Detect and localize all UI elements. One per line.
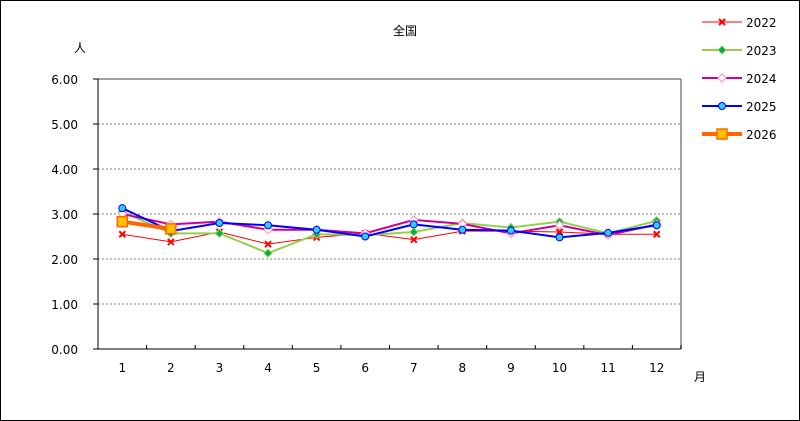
y-tick-label: 2.00 [51, 253, 78, 267]
gridlines [97, 78, 682, 350]
series-lines [116, 204, 662, 258]
x-axis-ticks: 1 2 3 4 5 6 7 8 9 10 11 12 [97, 345, 682, 375]
x-tick-label: 2 [167, 361, 175, 375]
y-axis-ticks: 0.00 1.00 2.00 3.00 4.00 5.00 6.00 [51, 73, 98, 357]
x-tick-label: 6 [361, 361, 369, 375]
x-tick-label: 1 [118, 361, 126, 375]
series-2026 [116, 215, 177, 235]
x-tick-label: 10 [552, 361, 567, 375]
legend-item-2025: 2025 [702, 100, 777, 114]
legend-item-2023: 2023 [702, 44, 777, 58]
x-tick-label: 4 [264, 361, 272, 375]
legend-label: 2023 [746, 44, 777, 58]
x-axis-unit: 月 [694, 370, 706, 384]
legend: 2022 2023 2024 2025 2026 [702, 16, 777, 142]
x-tick-label: 11 [600, 361, 615, 375]
series-2025 [118, 204, 661, 242]
x-tick-label: 7 [410, 361, 418, 375]
legend-item-2024: 2024 [702, 72, 777, 86]
legend-label: 2026 [746, 128, 777, 142]
y-tick-label: 0.00 [51, 343, 78, 357]
x-tick-label: 12 [649, 361, 664, 375]
x-tick-label: 3 [216, 361, 224, 375]
y-tick-label: 3.00 [51, 208, 78, 222]
x-tick-label: 5 [313, 361, 321, 375]
legend-item-2022: 2022 [702, 16, 777, 30]
chart-title: 全国 [393, 23, 417, 38]
y-axis-unit: 人 [74, 41, 86, 55]
y-tick-label: 6.00 [51, 73, 78, 87]
y-tick-label: 1.00 [51, 298, 78, 312]
x-tick-label: 9 [507, 361, 515, 375]
y-tick-label: 4.00 [51, 163, 78, 177]
x-tick-label: 8 [459, 361, 467, 375]
legend-label: 2025 [746, 100, 777, 114]
legend-label: 2022 [746, 16, 777, 30]
legend-item-2026: 2026 [702, 128, 777, 142]
legend-label: 2024 [746, 72, 777, 86]
y-tick-label: 5.00 [51, 118, 78, 132]
